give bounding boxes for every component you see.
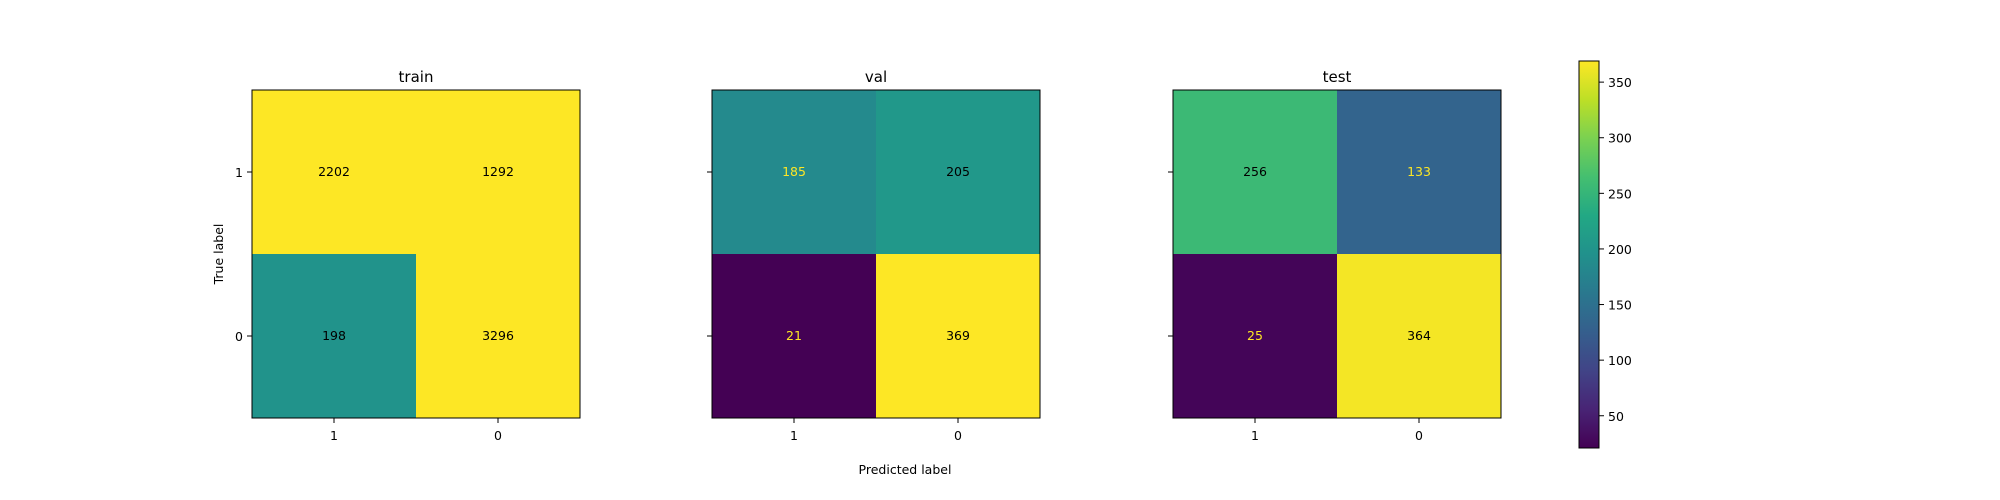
- colorbar-tick-label: 250: [1608, 186, 1632, 201]
- cell-value-label: 256: [1243, 164, 1267, 179]
- x-tick-label: 0: [494, 428, 502, 443]
- colorbar-ticks: 50 100 150 200 250 300 350: [1599, 75, 1632, 424]
- panel-train: train 2202 1292 198 3296 1 1 0 0: [235, 68, 581, 443]
- colorbar-gradient: [1578, 60, 1600, 449]
- cell-value-label: 198: [322, 328, 346, 343]
- colorbar-tick-label: 350: [1608, 75, 1632, 90]
- panel-frame: [711, 89, 1041, 419]
- heatmap-cell: [416, 90, 580, 254]
- panel-test: test 256 133 25 364 1 0: [1168, 68, 1502, 443]
- colorbar-tick-label: 200: [1608, 242, 1632, 257]
- colorbar-tick-label: 50: [1608, 409, 1624, 424]
- heatmap-cell: [1173, 90, 1337, 254]
- x-tick-label: 1: [330, 428, 338, 443]
- x-tick-label: 1: [1251, 428, 1259, 443]
- panel-frame: [1172, 89, 1502, 419]
- y-tick-label: 0: [235, 329, 243, 344]
- heatmap-cell: [876, 90, 1040, 254]
- y-tick-label: 1: [235, 165, 243, 180]
- heatmap-cell: [876, 254, 1040, 418]
- heatmap-cell: [1337, 254, 1501, 418]
- panel-val: val 185 205 21 369 1 0: [707, 68, 1041, 443]
- cell-value-label: 25: [1247, 328, 1263, 343]
- cell-value-label: 2202: [318, 164, 350, 179]
- panel-frame: [251, 89, 581, 419]
- heatmap-cell: [712, 90, 876, 254]
- colorbar-tick-label: 300: [1608, 131, 1632, 146]
- y-axis-label: True label: [211, 224, 226, 286]
- cell-value-label: 369: [946, 328, 970, 343]
- panels-group: train 2202 1292 198 3296 1 1 0 0 val 185 205 21 369 1 0…: [235, 68, 1502, 443]
- cell-value-label: 133: [1407, 164, 1431, 179]
- heatmap-cell: [252, 254, 416, 418]
- cell-value-label: 21: [786, 328, 802, 343]
- colorbar-tick-label: 100: [1608, 353, 1632, 368]
- x-tick-label: 0: [1415, 428, 1423, 443]
- panel-title: val: [865, 68, 887, 86]
- x-tick-label: 1: [790, 428, 798, 443]
- heatmap-cell: [1337, 90, 1501, 254]
- panel-title: train: [399, 68, 434, 86]
- heatmap-cell: [712, 254, 876, 418]
- cell-value-label: 364: [1407, 328, 1431, 343]
- cell-value-label: 185: [782, 164, 806, 179]
- cell-value-label: 1292: [482, 164, 514, 179]
- panel-title: test: [1323, 68, 1352, 86]
- heatmap-cell: [252, 90, 416, 254]
- colorbar: 50 100 150 200 250 300 350: [1578, 60, 1632, 449]
- heatmap-cell: [1173, 254, 1337, 418]
- x-axis-label: Predicted label: [859, 462, 952, 477]
- cell-value-label: 3296: [482, 328, 514, 343]
- cell-value-label: 205: [946, 164, 970, 179]
- x-tick-label: 0: [954, 428, 962, 443]
- heatmap-cell: [416, 254, 580, 418]
- colorbar-tick-label: 150: [1608, 298, 1632, 313]
